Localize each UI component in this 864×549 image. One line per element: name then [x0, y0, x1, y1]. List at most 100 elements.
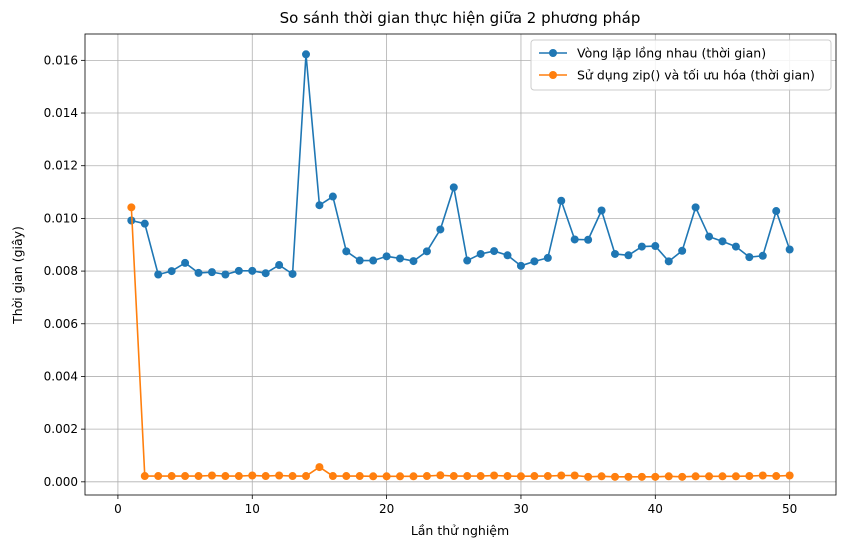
series-2-point — [745, 472, 754, 481]
series-2-point — [422, 472, 431, 481]
axis-ticks: 0 10 20 30 40 50 0.000 0.002 0.004 0.006 0.008 0.01… — [44, 53, 798, 516]
series-1-point — [382, 252, 391, 261]
series-2-point — [167, 472, 176, 481]
series-1-point — [664, 257, 673, 266]
series-2-point — [651, 472, 660, 481]
series-2-point — [637, 472, 646, 481]
series-1-point — [328, 192, 337, 201]
series-2-point — [597, 472, 606, 481]
legend: Vòng lặp lồng nhau (thời gian) Sử dụng zi… — [530, 39, 832, 91]
chart-title: So sánh thời gian thực hiện giữa 2 phươn… — [280, 9, 641, 27]
series-1-point — [785, 245, 794, 254]
series-1-point — [691, 203, 700, 212]
legend-label: Vòng lặp lồng nhau (thời gian) — [577, 46, 766, 61]
series-2-point — [288, 472, 297, 481]
series-2-point — [181, 472, 190, 481]
series-1-point — [705, 232, 714, 241]
series-2-point — [409, 472, 418, 481]
series-2-point — [342, 472, 351, 481]
legend-marker — [549, 71, 557, 79]
series-1-point — [167, 267, 176, 276]
series-1-point — [543, 253, 552, 262]
series-1-point — [221, 270, 230, 279]
series-2-point — [248, 471, 257, 480]
series-2-point — [127, 203, 136, 212]
series-1-point — [624, 251, 633, 260]
y-tick-label: 0.000 — [44, 475, 78, 489]
series-1 — [127, 50, 794, 279]
series-2-point — [463, 472, 472, 481]
series-2-point — [315, 463, 324, 472]
series-1-point — [718, 237, 727, 246]
y-tick-label: 0.008 — [44, 264, 78, 278]
y-tick-label: 0.012 — [44, 159, 78, 173]
series-1-point — [463, 256, 472, 265]
x-tick-label: 0 — [114, 502, 122, 516]
y-tick-label: 0.014 — [44, 106, 78, 120]
series-1-point — [772, 207, 781, 216]
series-1-point — [248, 266, 257, 275]
y-tick-label: 0.002 — [44, 422, 78, 436]
series-1-point — [637, 242, 646, 251]
series-2-point — [207, 471, 216, 480]
series-1-point — [207, 268, 216, 277]
x-axis-label: Lần thử nghiệm — [411, 523, 509, 538]
series-2-point — [449, 472, 458, 481]
legend-marker — [549, 49, 557, 57]
x-tick-label: 10 — [245, 502, 260, 516]
series-1-point — [369, 256, 378, 265]
series-1-point — [181, 258, 190, 267]
series-1-point — [140, 219, 149, 228]
series-1-point — [436, 225, 445, 234]
series-2-point — [355, 472, 364, 481]
series-2-point — [516, 472, 525, 481]
legend-label: Sử dụng zip() và tối ưu hóa (thời gian) — [577, 68, 815, 83]
series-1-point — [154, 270, 163, 279]
series-1-point — [288, 269, 297, 278]
series-2 — [127, 203, 794, 481]
series-2-point — [490, 471, 499, 480]
series-2-point — [154, 472, 163, 481]
series-1-point — [557, 196, 566, 205]
series-1-point — [516, 261, 525, 270]
series-1-point — [342, 247, 351, 256]
series-2-point — [221, 472, 230, 481]
series-1-point — [261, 269, 270, 278]
series-2-point — [691, 472, 700, 481]
series-2-point — [436, 471, 445, 480]
series-1-point — [758, 251, 767, 260]
series-2-point — [718, 472, 727, 481]
series-2-point — [261, 472, 270, 481]
series-2-point — [610, 472, 619, 481]
legend-item-2: Sử dụng zip() và tối ưu hóa (thời gian) — [539, 68, 815, 83]
series-2-point — [785, 471, 794, 480]
series-2-point — [731, 472, 740, 481]
series-1-point — [570, 235, 579, 244]
series-2-point — [194, 472, 203, 481]
series-2-point — [557, 471, 566, 480]
series-1-point — [597, 206, 606, 215]
series-2-point — [328, 472, 337, 481]
series-1-point — [234, 266, 243, 275]
series-1-point — [476, 249, 485, 258]
x-tick-label: 30 — [513, 502, 528, 516]
y-tick-label: 0.004 — [44, 369, 78, 383]
series-2-point — [543, 472, 552, 481]
y-tick-label: 0.006 — [44, 317, 78, 331]
series-2-point — [503, 472, 512, 481]
series-1-point — [315, 201, 324, 210]
series-1-point — [503, 251, 512, 260]
x-tick-label: 20 — [379, 502, 394, 516]
series-2-point — [302, 472, 311, 481]
series-2-point — [584, 472, 593, 481]
plot-frame — [84, 33, 837, 496]
series-1-point — [409, 257, 418, 266]
series-1-point — [530, 257, 539, 266]
series-2-point — [705, 472, 714, 481]
series-2-point — [476, 472, 485, 481]
y-tick-label: 0.016 — [44, 53, 78, 67]
series-2-point — [664, 472, 673, 481]
x-tick-label: 50 — [782, 502, 797, 516]
series-1-point — [275, 261, 284, 270]
